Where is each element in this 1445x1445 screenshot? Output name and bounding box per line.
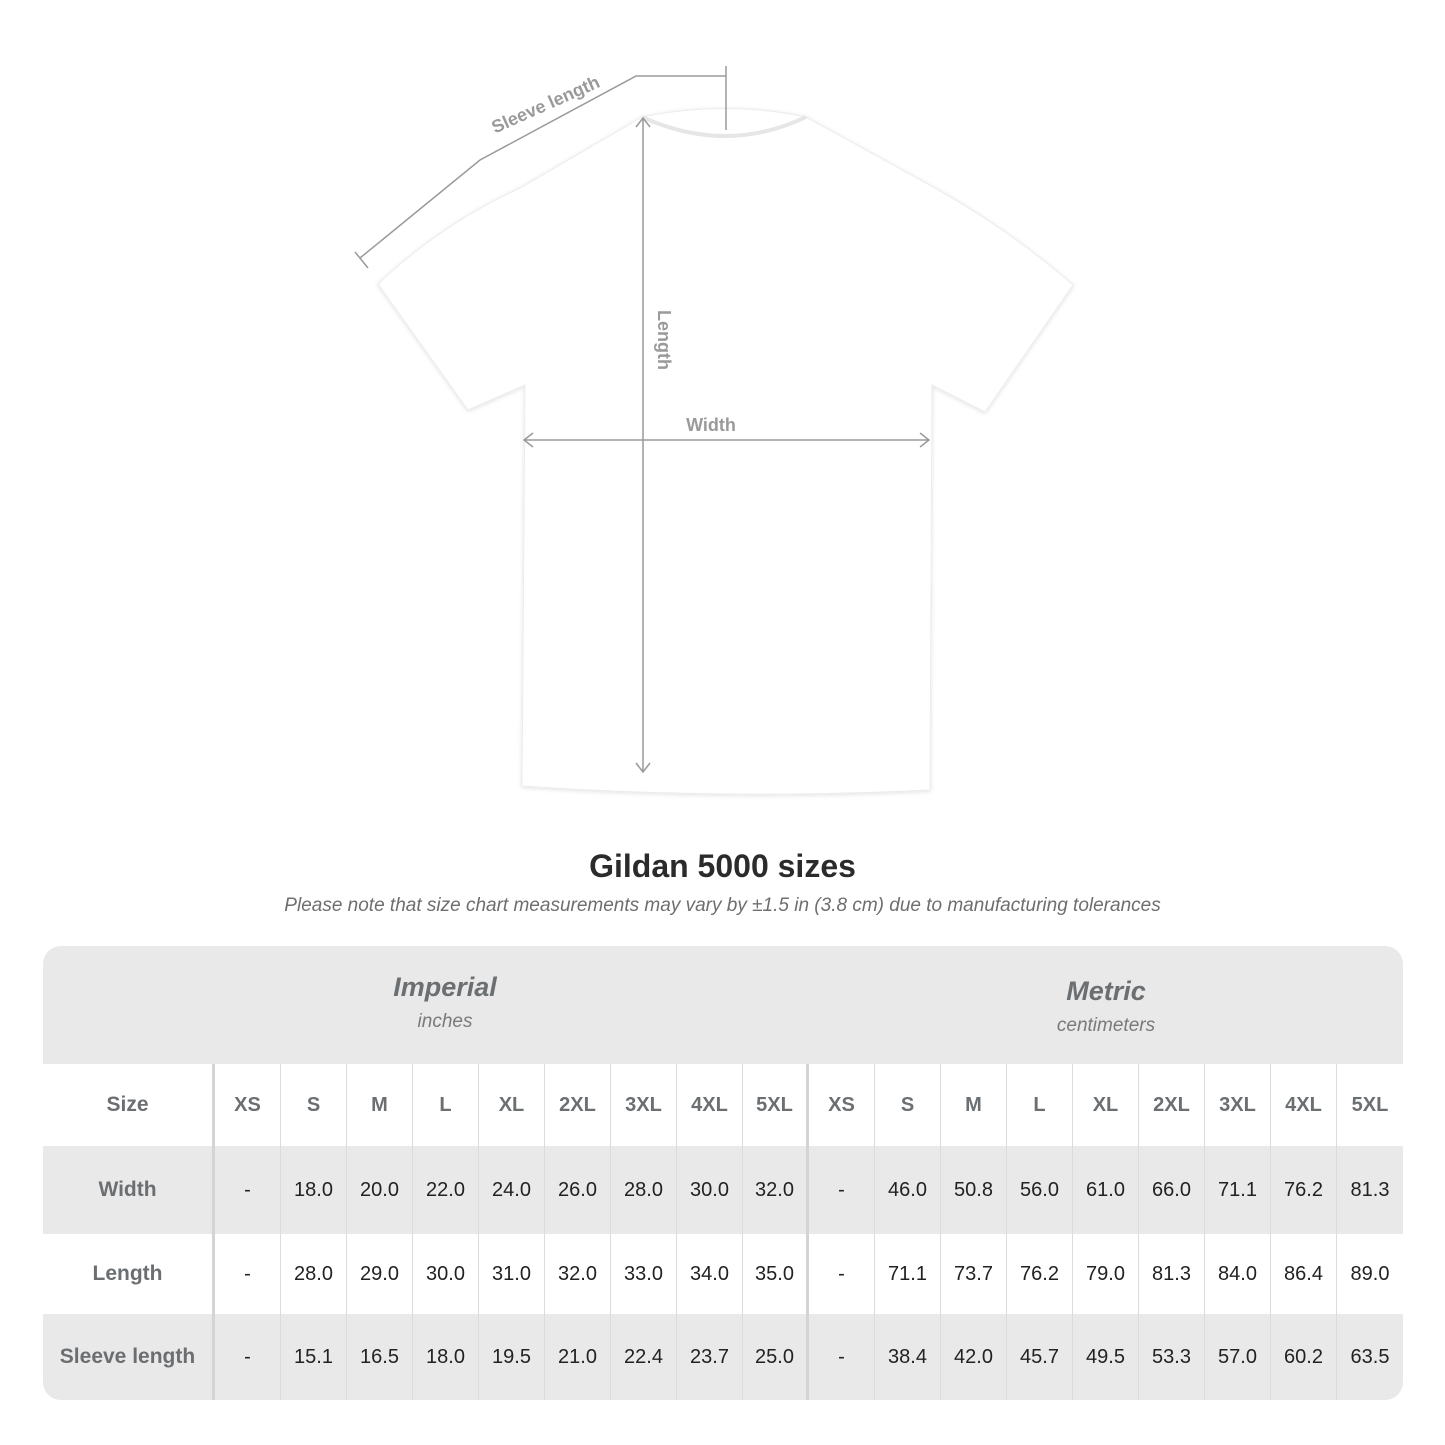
sleeve-length-line	[354, 66, 727, 269]
imperial-value-cell: 26.0	[545, 1146, 611, 1234]
imperial-value-cell: -	[215, 1314, 281, 1400]
imperial-value-cell: 21.0	[545, 1314, 611, 1400]
imperial-value-cell: 33.0	[611, 1234, 677, 1314]
length-line	[635, 116, 651, 774]
width-line	[522, 432, 931, 448]
imperial-unit: inches	[417, 1011, 473, 1032]
tshirt-shape	[377, 108, 1074, 795]
table-row: Length -28.0 29.0 30.0 31.0 32.0 33.0 34.0 35.0-…	[43, 1234, 1403, 1314]
metric-value-cell: 81.3	[1350, 1178, 1390, 1201]
imperial-value-cell: 35.0	[743, 1234, 809, 1314]
metric-value-cell: 57.0	[1205, 1314, 1271, 1400]
metric-value-cell: 56.0	[1007, 1146, 1073, 1234]
metric-value-cell: 63.5	[1350, 1345, 1390, 1368]
imperial-size-header: S	[281, 1064, 347, 1146]
metric-value-cell: 46.0	[875, 1146, 941, 1234]
metric-size-header: 4XL	[1271, 1064, 1337, 1146]
metric-size-header: XL	[1073, 1064, 1139, 1146]
metric-size-header: 2XL	[1139, 1064, 1205, 1146]
row-label: Sleeve length	[43, 1314, 215, 1400]
imperial-size-header: XS	[215, 1064, 281, 1146]
imperial-value-cell: 34.0	[677, 1234, 743, 1314]
metric-value-cell: -	[809, 1234, 875, 1314]
imperial-size-header: 3XL	[611, 1064, 677, 1146]
imperial-value-cell: 18.0	[281, 1146, 347, 1234]
tolerance-note: Please note that size chart measurements…	[284, 895, 1161, 916]
metric-unit: centimeters	[1056, 1015, 1156, 1036]
metric-value-cell: 73.7	[941, 1234, 1007, 1314]
imperial-value-cell: 28.0	[611, 1146, 677, 1234]
imperial-value-cell: 16.5	[347, 1314, 413, 1400]
table-row: Width -18.0 20.0 22.0 24.0 26.0 28.0 30.0 32.0-4…	[43, 1146, 1403, 1234]
metric-value-cell: 71.1	[875, 1234, 941, 1314]
metric-size-header: 3XL	[1205, 1064, 1271, 1146]
imperial-value-cell: 19.5	[479, 1314, 545, 1400]
collar	[641, 115, 807, 138]
metric-size-header: XS	[809, 1064, 875, 1146]
metric-value-cell: 84.0	[1205, 1234, 1271, 1314]
imperial-value-cell: 23.7	[677, 1314, 743, 1400]
metric-size-header: L	[1007, 1064, 1073, 1146]
imperial-value-cell: 29.0	[347, 1234, 413, 1314]
metric-value-cell: 89.0	[1350, 1262, 1390, 1285]
imperial-size-header: XL	[479, 1064, 545, 1146]
sleeve-length-label: Sleeve length	[488, 72, 602, 137]
imperial-value-cell: 20.0	[347, 1146, 413, 1234]
imperial-value-cell: 22.4	[611, 1314, 677, 1400]
imperial-value-cell: 30.0	[413, 1234, 479, 1314]
table-row: Sleeve length -15.1 16.5 18.0 19.5 21.0 22.4 23…	[43, 1314, 1403, 1400]
metric-size-header: S	[875, 1064, 941, 1146]
metric-value-cell: 45.7	[1007, 1314, 1073, 1400]
imperial-size-header: L	[413, 1064, 479, 1146]
imperial-value-cell: -	[215, 1146, 281, 1234]
imperial-value-cell: 31.0	[479, 1234, 545, 1314]
metric-value-cell: -	[809, 1314, 875, 1400]
imperial-size-header: 5XL	[743, 1064, 809, 1146]
imperial-size-header: 4XL	[677, 1064, 743, 1146]
imperial-size-header: M	[347, 1064, 413, 1146]
imperial-value-cell: -	[215, 1234, 281, 1314]
imperial-title: Imperial	[393, 972, 497, 1002]
length-label: Length	[654, 310, 674, 370]
imperial-value-cell: 30.0	[677, 1146, 743, 1234]
size-header-label: Size	[43, 1064, 215, 1146]
metric-value-cell: 49.5	[1073, 1314, 1139, 1400]
metric-value-cell: 86.4	[1271, 1234, 1337, 1314]
metric-value-cell: 76.2	[1271, 1146, 1337, 1234]
metric-value-cell: 71.1	[1205, 1146, 1271, 1234]
size-table: Imperial inches Metric centimeters Size X…	[43, 946, 1403, 1400]
imperial-value-cell: 15.1	[281, 1314, 347, 1400]
metric-value-cell: 42.0	[941, 1314, 1007, 1400]
metric-value-cell: 61.0	[1073, 1146, 1139, 1234]
imperial-value-cell: 22.0	[413, 1146, 479, 1234]
imperial-value-cell: 32.0	[743, 1146, 809, 1234]
imperial-value-cell: 25.0	[743, 1314, 809, 1400]
metric-value-cell: 79.0	[1073, 1234, 1139, 1314]
metric-value-cell: 50.8	[941, 1146, 1007, 1234]
width-label: Width	[686, 415, 736, 435]
metric-size-header: M	[941, 1064, 1007, 1146]
chart-title: Gildan 5000 sizes	[589, 848, 856, 884]
imperial-size-header: 2XL	[545, 1064, 611, 1146]
metric-value-cell: 38.4	[875, 1314, 941, 1400]
imperial-header: Imperial inches	[215, 946, 675, 1090]
tshirt-diagram: Sleeve length Length Width	[354, 66, 1074, 795]
metric-size-header: 5XL	[1351, 1093, 1389, 1116]
imperial-value-cell: 28.0	[281, 1234, 347, 1314]
metric-header: Metric centimeters	[809, 946, 1403, 1094]
size-header-row: Size XS S M L XL 2XL 3XL 4XL 5XL XS S M L XL 2XL 3XL 4XL 5…	[43, 1064, 1403, 1146]
metric-value-cell: 53.3	[1139, 1314, 1205, 1400]
metric-title: Metric	[1066, 976, 1146, 1006]
metric-value-cell: 60.2	[1271, 1314, 1337, 1400]
metric-value-cell: 76.2	[1007, 1234, 1073, 1314]
metric-value-cell: 66.0	[1139, 1146, 1205, 1234]
metric-value-cell: 81.3	[1139, 1234, 1205, 1314]
imperial-value-cell: 32.0	[545, 1234, 611, 1314]
imperial-value-cell: 24.0	[479, 1146, 545, 1234]
imperial-value-cell: 18.0	[413, 1314, 479, 1400]
row-label: Width	[43, 1146, 215, 1234]
row-label: Length	[43, 1234, 215, 1314]
metric-value-cell: -	[809, 1146, 875, 1234]
